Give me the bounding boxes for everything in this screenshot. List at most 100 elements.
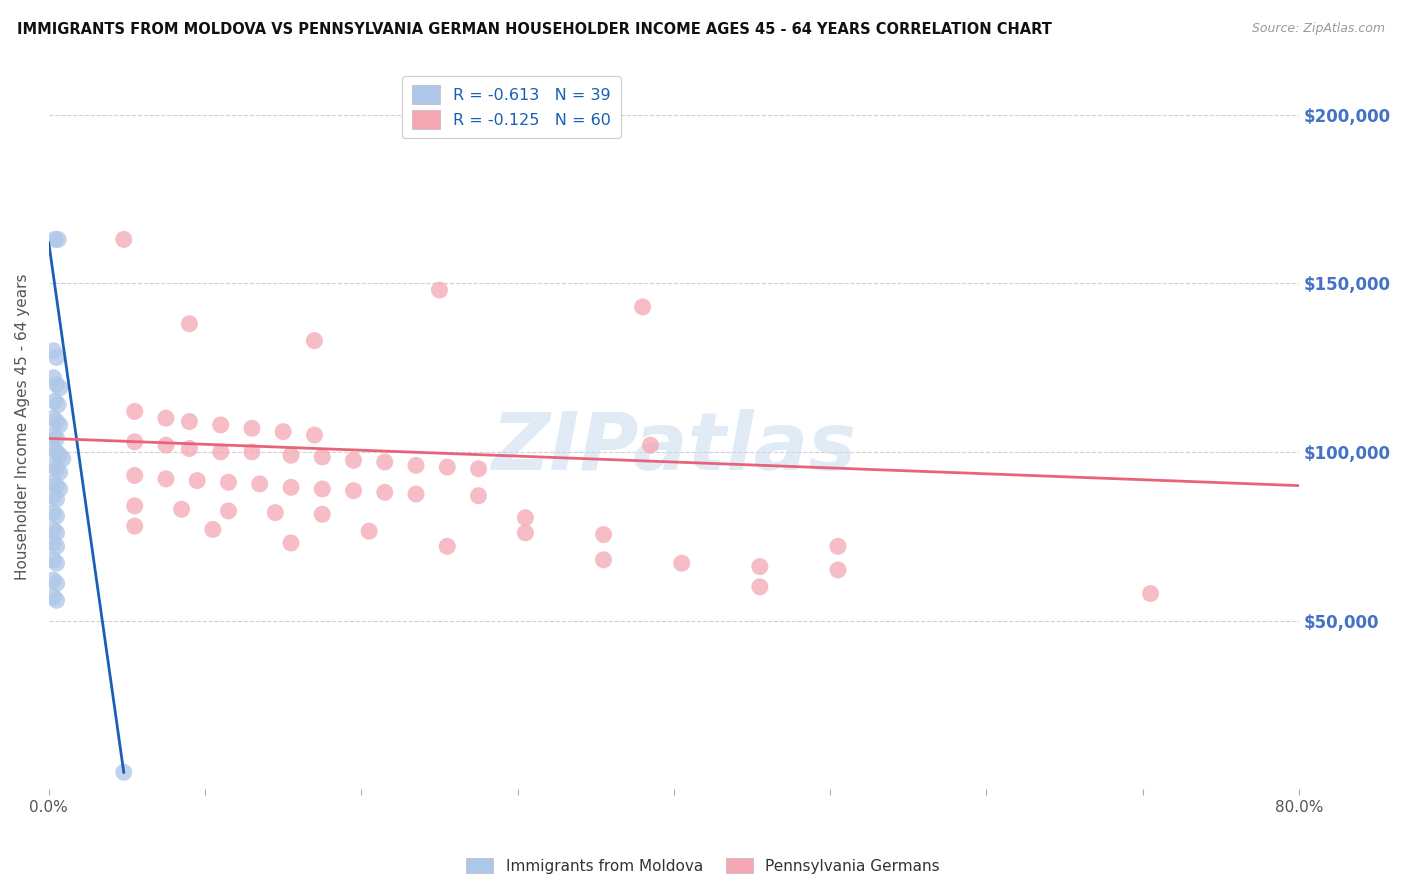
- Point: [45, 377, 67, 392]
- Point: [48, 417, 70, 432]
- Point: [42, 536, 65, 550]
- Point: [42, 442, 65, 456]
- Point: [112, 232, 135, 246]
- Point: [209, 417, 232, 432]
- Point: [592, 553, 614, 567]
- Point: [436, 460, 458, 475]
- Point: [48, 465, 70, 479]
- Point: [155, 472, 177, 486]
- Point: [280, 480, 302, 494]
- Point: [640, 438, 662, 452]
- Point: [827, 539, 849, 553]
- Point: [342, 483, 364, 498]
- Point: [42, 458, 65, 473]
- Point: [179, 317, 201, 331]
- Point: [467, 489, 489, 503]
- Point: [515, 510, 537, 524]
- Point: [748, 559, 770, 574]
- Point: [46, 232, 69, 246]
- Point: [179, 442, 201, 456]
- Point: [374, 455, 396, 469]
- Point: [209, 445, 232, 459]
- Point: [827, 563, 849, 577]
- Point: [304, 428, 326, 442]
- Text: ZIPatlas: ZIPatlas: [491, 409, 856, 487]
- Point: [186, 474, 208, 488]
- Point: [46, 398, 69, 412]
- Point: [124, 468, 146, 483]
- Point: [45, 462, 67, 476]
- Point: [44, 232, 66, 246]
- Point: [42, 573, 65, 587]
- Point: [405, 458, 427, 473]
- Point: [48, 381, 70, 395]
- Text: IMMIGRANTS FROM MOLDOVA VS PENNSYLVANIA GERMAN HOUSEHOLDER INCOME AGES 45 - 64 Y: IMMIGRANTS FROM MOLDOVA VS PENNSYLVANIA …: [17, 22, 1052, 37]
- Point: [48, 448, 70, 462]
- Point: [429, 283, 451, 297]
- Point: [45, 492, 67, 507]
- Point: [631, 300, 654, 314]
- Point: [42, 343, 65, 358]
- Point: [45, 445, 67, 459]
- Point: [311, 450, 333, 464]
- Point: [155, 411, 177, 425]
- Point: [45, 431, 67, 445]
- Point: [42, 489, 65, 503]
- Point: [45, 539, 67, 553]
- Point: [45, 478, 67, 492]
- Text: Source: ZipAtlas.com: Source: ZipAtlas.com: [1251, 22, 1385, 36]
- Point: [374, 485, 396, 500]
- Point: [52, 451, 75, 466]
- Point: [240, 421, 263, 435]
- Point: [44, 394, 66, 409]
- Point: [155, 438, 177, 452]
- Point: [218, 475, 240, 490]
- Point: [436, 539, 458, 553]
- Point: [249, 477, 271, 491]
- Point: [124, 519, 146, 533]
- Point: [42, 475, 65, 490]
- Point: [45, 508, 67, 523]
- Point: [592, 527, 614, 541]
- Point: [748, 580, 770, 594]
- Point: [124, 499, 146, 513]
- Point: [218, 504, 240, 518]
- Point: [201, 523, 224, 537]
- Point: [405, 487, 427, 501]
- Point: [467, 462, 489, 476]
- Point: [342, 453, 364, 467]
- Point: [304, 334, 326, 348]
- Point: [179, 415, 201, 429]
- Legend: R = -0.613   N = 39, R = -0.125   N = 60: R = -0.613 N = 39, R = -0.125 N = 60: [402, 76, 620, 138]
- Point: [42, 523, 65, 537]
- Point: [45, 576, 67, 591]
- Point: [124, 404, 146, 418]
- Point: [170, 502, 193, 516]
- Point: [1139, 586, 1161, 600]
- Y-axis label: Householder Income Ages 45 - 64 years: Householder Income Ages 45 - 64 years: [15, 273, 30, 580]
- Point: [264, 506, 287, 520]
- Point: [671, 556, 693, 570]
- Point: [112, 765, 135, 780]
- Legend: Immigrants from Moldova, Pennsylvania Germans: Immigrants from Moldova, Pennsylvania Ge…: [460, 852, 946, 880]
- Point: [42, 411, 65, 425]
- Point: [240, 445, 263, 459]
- Point: [271, 425, 294, 439]
- Point: [280, 448, 302, 462]
- Point: [45, 556, 67, 570]
- Point: [48, 482, 70, 496]
- Point: [45, 351, 67, 365]
- Point: [42, 370, 65, 384]
- Point: [515, 525, 537, 540]
- Point: [45, 593, 67, 607]
- Point: [280, 536, 302, 550]
- Point: [359, 524, 381, 538]
- Point: [45, 415, 67, 429]
- Point: [42, 506, 65, 520]
- Point: [45, 525, 67, 540]
- Point: [42, 553, 65, 567]
- Point: [42, 428, 65, 442]
- Point: [311, 482, 333, 496]
- Point: [311, 508, 333, 522]
- Point: [124, 434, 146, 449]
